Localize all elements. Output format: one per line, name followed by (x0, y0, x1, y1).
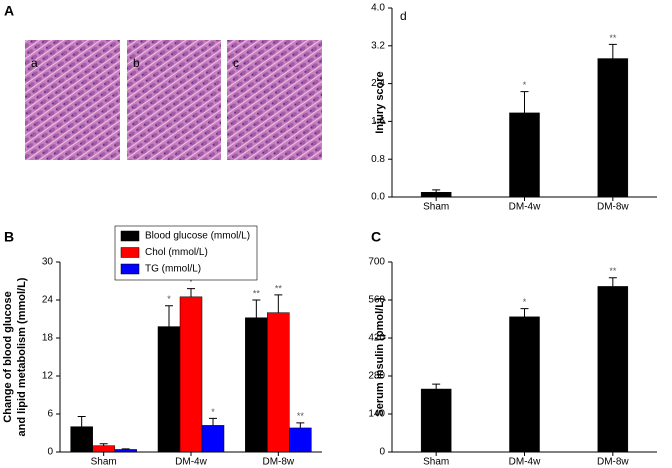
y-tick-label: 30 (42, 257, 54, 268)
histology: a b c (25, 40, 322, 160)
bar (157, 326, 181, 453)
bar (597, 58, 629, 198)
y-tick-label: 0 (379, 447, 385, 458)
x-tick-label: DM-8w (597, 202, 629, 213)
legend-label: Chol (mmol/L) (145, 247, 208, 258)
significance-mark: * (523, 80, 527, 90)
x-tick-label: Sham (91, 457, 117, 468)
y-tick-label: 18 (42, 333, 54, 344)
image-label: a (31, 56, 38, 70)
error-bar (296, 422, 305, 428)
error-bar (209, 417, 217, 426)
legend-swatch (120, 230, 140, 242)
bar (509, 316, 540, 453)
error-bar (608, 277, 617, 287)
significance-mark: ** (609, 266, 617, 276)
bar (597, 286, 629, 453)
y-tick-label: 0.0 (371, 192, 385, 203)
y-tick-label: 2.4 (371, 78, 385, 89)
legend-label: Blood glucose (mmol/L) (145, 231, 250, 242)
significance-mark: * (189, 277, 193, 287)
y-tick-label: 140 (368, 409, 385, 420)
legend-swatch (120, 247, 140, 258)
y-axis-label: Change of blood glucose (2, 291, 14, 422)
error-bar (608, 43, 617, 59)
chart-title: d (400, 9, 407, 23)
bar (245, 317, 268, 453)
bar (420, 192, 452, 198)
y-axis-label: and lipid metabolism (mmol/L) (16, 277, 28, 436)
y-tick-label: 420 (368, 333, 385, 344)
significance-mark: ** (609, 33, 617, 43)
error-bar (99, 443, 108, 446)
error-bar (77, 416, 86, 427)
bar (201, 425, 225, 453)
significance-mark: * (523, 297, 527, 307)
error-bar (187, 288, 195, 297)
histology-image (25, 40, 120, 160)
bar (114, 449, 137, 453)
panel-label: C (371, 229, 381, 245)
error-bar (274, 294, 283, 313)
y-tick-label: 280 (368, 371, 385, 382)
error-bar (520, 91, 529, 113)
histology-image (127, 40, 221, 160)
error-bar (252, 299, 261, 318)
y-axis-label: Serum insulin (pmol/L) (374, 297, 386, 417)
significance-mark: ** (253, 288, 261, 298)
y-tick-label: 6 (47, 409, 53, 420)
significance-mark: * (167, 294, 171, 304)
y-tick-label: 4.0 (371, 3, 385, 14)
x-tick-label: Sham (423, 202, 449, 213)
x-tick-label: DM-4w (509, 202, 541, 213)
y-tick-label: 0 (47, 447, 53, 458)
bar (509, 112, 540, 198)
image-label: b (133, 56, 140, 70)
bar (267, 312, 290, 453)
bar (92, 445, 115, 453)
bar (420, 388, 452, 453)
panel-label: A (4, 3, 14, 19)
bar (289, 427, 312, 453)
significance-mark: ** (297, 411, 305, 421)
significance-mark: * (211, 407, 215, 417)
bar (70, 426, 93, 453)
y-tick-label: 700 (368, 257, 385, 268)
y-tick-label: 3.2 (371, 40, 385, 51)
x-tick-label: DM-8w (262, 457, 294, 468)
legend-swatch (120, 263, 140, 275)
y-tick-label: 560 (368, 295, 385, 306)
x-tick-label: DM-8w (597, 457, 629, 468)
significance-mark: ** (275, 283, 283, 293)
bar (179, 296, 203, 453)
x-tick-label: DM-4w (175, 457, 207, 468)
error-bar (432, 189, 441, 193)
legend-label: TG (mmol/L) (145, 264, 201, 275)
y-tick-label: 1.6 (371, 116, 385, 127)
panel-label: B (4, 229, 14, 245)
error-bar (165, 305, 173, 327)
error-bar (432, 383, 441, 390)
error-bar (121, 448, 130, 450)
y-axis-label: Injury score (374, 71, 386, 133)
image-label: c (233, 56, 239, 70)
x-tick-label: DM-4w (509, 457, 541, 468)
y-tick-label: 12 (42, 371, 54, 382)
x-tick-label: Sham (423, 457, 449, 468)
y-tick-label: 0.8 (371, 154, 385, 165)
error-bar (520, 308, 529, 317)
y-tick-label: 24 (42, 295, 54, 306)
histology-image (227, 40, 322, 160)
